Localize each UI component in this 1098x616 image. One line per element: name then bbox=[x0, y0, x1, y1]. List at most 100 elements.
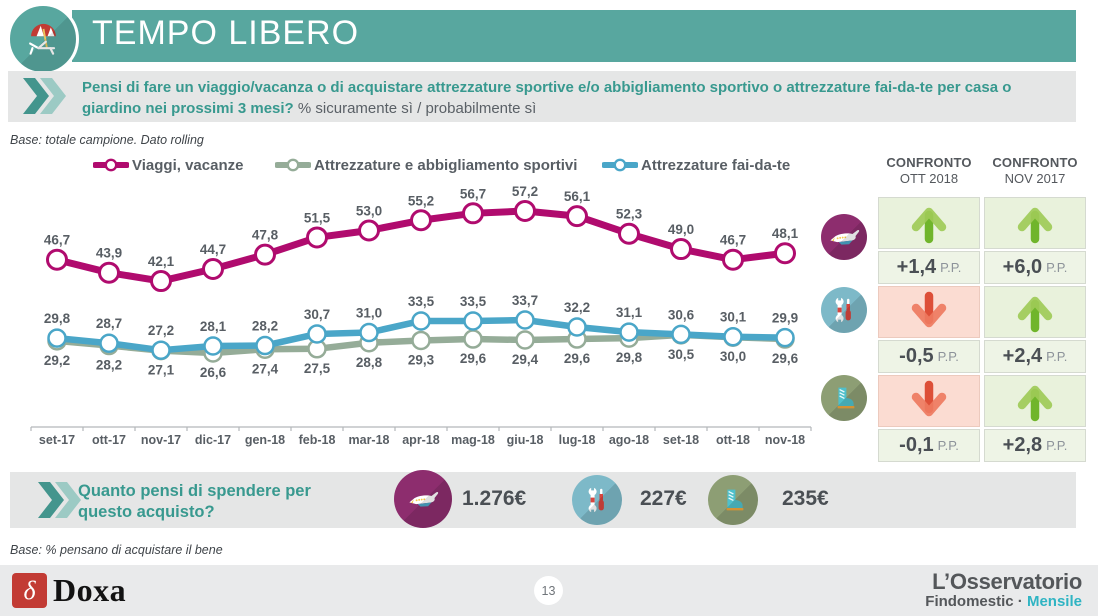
data-point-viaggi-vacanze bbox=[514, 199, 536, 222]
data-point-viaggi-vacanze bbox=[410, 209, 432, 232]
data-point-attrezzature-fai-da-te bbox=[151, 340, 171, 360]
legend-item-attrezzature-sportive: Attrezzature e abbigliamento sportivi bbox=[275, 156, 577, 174]
data-label-attrezzature-fai-da-te: 29,9 bbox=[772, 311, 798, 326]
data-label-viaggi-vacanze: 44,7 bbox=[200, 242, 226, 257]
pp-unit: P.P. bbox=[1046, 438, 1068, 453]
data-point-attrezzature-sportive bbox=[515, 330, 535, 350]
data-point-attrezzature-fai-da-te bbox=[567, 317, 587, 337]
down-arrow-icon bbox=[911, 291, 947, 328]
data-label-attrezzature-fai-da-te: 33,7 bbox=[512, 293, 538, 308]
doxa-logo-mark: δ bbox=[12, 573, 47, 608]
data-label-attrezzature-fai-da-te: 33,5 bbox=[460, 294, 487, 309]
x-axis-label: dic-17 bbox=[195, 433, 231, 447]
data-label-attrezzature-sportive: 28,8 bbox=[356, 355, 383, 370]
comparison-value-cell: -0,5 P.P. bbox=[878, 340, 980, 373]
data-label-attrezzature-sportive: 29,6 bbox=[772, 351, 799, 366]
data-point-viaggi-vacanze bbox=[618, 222, 640, 245]
data-label-attrezzature-sportive: 27,4 bbox=[252, 361, 279, 376]
x-axis-label: giu-18 bbox=[507, 433, 544, 447]
x-axis-label: set-17 bbox=[39, 433, 75, 447]
data-label-attrezzature-fai-da-te: 33,5 bbox=[408, 294, 435, 309]
data-label-attrezzature-fai-da-te: 28,7 bbox=[96, 316, 122, 331]
data-label-viaggi-vacanze: 49,0 bbox=[668, 222, 694, 237]
data-label-attrezzature-fai-da-te: 27,2 bbox=[148, 323, 174, 338]
data-label-attrezzature-fai-da-te: 32,2 bbox=[564, 300, 590, 315]
up-arrow-icon bbox=[911, 207, 947, 244]
data-label-attrezzature-sportive: 27,1 bbox=[148, 363, 175, 378]
x-axis-label: nov-17 bbox=[141, 433, 181, 447]
column-header-line2: NOV 2017 bbox=[1004, 171, 1066, 187]
legend-item-viaggi-vacanze: Viaggi, vacanze bbox=[93, 156, 243, 174]
tools-icon bbox=[821, 287, 867, 333]
data-point-attrezzature-fai-da-te bbox=[671, 324, 691, 345]
spending-value-sport: 227€ bbox=[640, 487, 687, 510]
pp-unit: P.P. bbox=[1046, 260, 1068, 275]
plane-icon bbox=[394, 470, 452, 528]
data-label-attrezzature-fai-da-te: 28,2 bbox=[252, 319, 278, 334]
question-text: Pensi di fare un viaggio/vacanza o di ac… bbox=[82, 77, 1067, 120]
data-point-attrezzature-fai-da-te bbox=[307, 324, 327, 344]
comparison-value-cell: +1,4 P.P. bbox=[878, 251, 980, 284]
data-label-viaggi-vacanze: 52,3 bbox=[616, 207, 643, 222]
data-label-viaggi-vacanze: 55,2 bbox=[408, 193, 434, 208]
data-label-attrezzature-fai-da-te: 30,7 bbox=[304, 307, 330, 322]
page-number: 13 bbox=[534, 576, 563, 605]
brand-line2: Findomestic · Mensile bbox=[925, 594, 1082, 610]
base-note-top: Base: totale campione. Dato rolling bbox=[10, 133, 204, 147]
legend-label: Viaggi, vacanze bbox=[132, 156, 244, 174]
doxa-logo-text: Doxa bbox=[53, 572, 127, 608]
data-point-viaggi-vacanze bbox=[358, 219, 380, 242]
data-label-attrezzature-fai-da-te: 31,1 bbox=[616, 305, 643, 320]
comparison-value: -0,1 bbox=[899, 434, 934, 456]
comparison-arrow-cell bbox=[878, 375, 980, 427]
x-axis-label: apr-18 bbox=[402, 433, 440, 447]
legend-item-attrezzature-fai-da-te: Attrezzature fai-da-te bbox=[602, 156, 790, 174]
comparison-value: +6,0 bbox=[1002, 256, 1043, 278]
comparison-arrow-cell bbox=[984, 286, 1086, 338]
data-label-attrezzature-fai-da-te: 28,1 bbox=[200, 319, 227, 334]
column-header-line1: CONFRONTO bbox=[992, 155, 1078, 170]
data-point-attrezzature-fai-da-te bbox=[203, 336, 223, 356]
data-label-attrezzature-sportive: 27,5 bbox=[304, 361, 331, 376]
comparison-value: +1,4 bbox=[896, 256, 937, 278]
comparison-value: -0,5 bbox=[899, 345, 934, 367]
data-point-viaggi-vacanze bbox=[306, 226, 328, 249]
comparison-arrow-cell bbox=[984, 197, 1086, 249]
brand-line1: L’Osservatorio bbox=[932, 569, 1082, 594]
legend-marker bbox=[275, 158, 311, 172]
brand-line2-accent: Mensile bbox=[1026, 593, 1082, 611]
data-label-attrezzature-fai-da-te: 31,0 bbox=[356, 306, 382, 321]
data-point-viaggi-vacanze bbox=[774, 242, 796, 265]
comparison-value: +2,8 bbox=[1002, 434, 1043, 456]
data-point-viaggi-vacanze bbox=[202, 257, 224, 280]
data-point-viaggi-vacanze bbox=[46, 248, 68, 271]
comparison-column-header-2: CONFRONTO NOV 2017 bbox=[984, 155, 1086, 188]
down-arrow-icon bbox=[911, 380, 947, 417]
data-label-attrezzature-sportive: 28,2 bbox=[96, 358, 122, 373]
double-chevron-icon bbox=[21, 77, 69, 120]
data-label-attrezzature-sportive: 29,6 bbox=[564, 351, 591, 366]
line-chart: set-17 ott-17 nov-17 dic-17 gen-18 feb-18 mar-… bbox=[30, 184, 812, 447]
double-chevron-icon bbox=[36, 481, 84, 524]
x-axis-label: ago-18 bbox=[609, 433, 649, 447]
data-point-attrezzature-fai-da-te bbox=[99, 333, 119, 353]
data-point-viaggi-vacanze bbox=[566, 205, 588, 228]
question-suffix-text: % sicuramente sì / probabilmente sì bbox=[297, 100, 537, 118]
data-point-viaggi-vacanze bbox=[462, 202, 484, 225]
data-label-viaggi-vacanze: 57,2 bbox=[512, 184, 538, 199]
spending-question: Quanto pensi di spendere per questo acqu… bbox=[78, 482, 311, 522]
column-header-line1: CONFRONTO bbox=[886, 155, 972, 170]
x-axis-label: mar-18 bbox=[349, 433, 390, 447]
data-point-viaggi-vacanze bbox=[254, 243, 276, 266]
spending-value-diy: 235€ bbox=[782, 487, 829, 510]
data-point-attrezzature-fai-da-te bbox=[359, 322, 379, 343]
data-label-viaggi-vacanze: 46,7 bbox=[720, 233, 746, 248]
data-label-attrezzature-sportive: 29,3 bbox=[408, 352, 435, 367]
data-point-attrezzature-fai-da-te bbox=[47, 328, 67, 348]
data-label-attrezzature-sportive: 26,6 bbox=[200, 365, 227, 380]
column-header-line2: OTT 2018 bbox=[899, 171, 959, 187]
data-label-viaggi-vacanze: 53,0 bbox=[356, 203, 382, 218]
question-main: Pensi di fare un viaggio/vacanza o di ac… bbox=[82, 79, 1012, 118]
page-title: TEMPO LIBERO bbox=[92, 14, 360, 52]
